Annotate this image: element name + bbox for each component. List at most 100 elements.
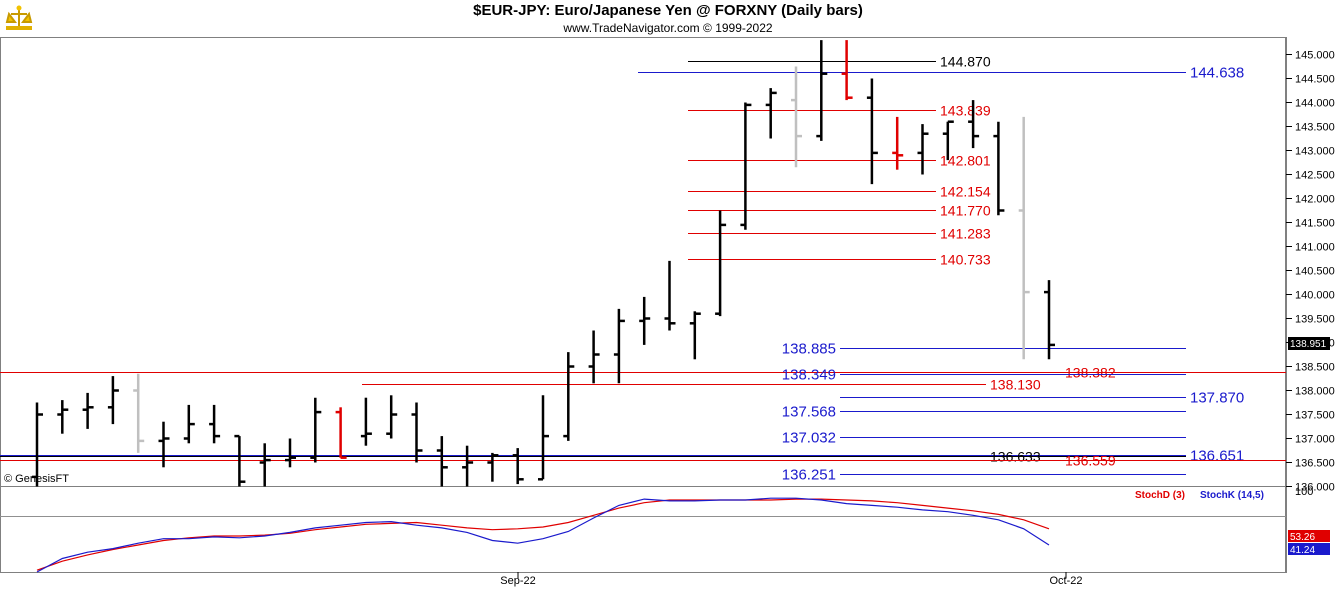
level-label-4: 142.154 <box>940 184 991 200</box>
price-bar-21 <box>563 352 575 441</box>
stoch-d-last-box <box>1288 530 1330 542</box>
price-bar-5 <box>158 421 170 468</box>
price-bar-6 <box>183 404 195 444</box>
y-tick-label-11: 139.500 <box>1295 314 1335 326</box>
y-tick-label-9: 140.500 <box>1295 266 1335 278</box>
last-price-box <box>1288 337 1330 350</box>
y-tick-label-18: 136.000 <box>1295 482 1335 494</box>
price-bar-18 <box>487 452 499 482</box>
stoch-series-0 <box>36 498 1050 571</box>
price-bar-11 <box>310 397 322 463</box>
level-label-13: 137.568 <box>782 404 836 421</box>
y-tick-label-6: 142.000 <box>1295 194 1335 206</box>
price-bar-35 <box>917 124 929 175</box>
price-bar-38 <box>993 121 1005 216</box>
price-bar-10 <box>285 438 296 468</box>
price-bar-22 <box>588 330 600 384</box>
level-label-8: 138.885 <box>782 341 836 358</box>
price-bar-23 <box>613 308 625 384</box>
copyright-label: © GenesisFT <box>4 473 69 485</box>
level-label-15: 136.651 <box>1190 448 1244 465</box>
price-bar-1 <box>57 400 69 434</box>
level-label-17: 136.559 <box>1065 453 1116 469</box>
price-bar-39 <box>1018 116 1030 360</box>
price-bar-9 <box>259 443 271 487</box>
price-bars <box>32 40 1055 487</box>
price-bar-33 <box>866 78 878 185</box>
level-label-9: 138.382 <box>1065 365 1116 381</box>
price-bar-7 <box>209 404 221 444</box>
x-tick-label-1: Oct-22 <box>1049 575 1082 587</box>
level-label-11: 138.130 <box>990 377 1041 393</box>
price-bar-25 <box>664 260 676 331</box>
price-bar-12 <box>335 407 347 459</box>
y-tick-label-17: 136.500 <box>1295 458 1335 470</box>
price-bar-37 <box>968 100 980 149</box>
price-bar-4 <box>133 373 145 453</box>
stoch-k-last-box <box>1288 543 1330 555</box>
price-bar-31 <box>816 40 828 141</box>
y-tick-label-16: 137.000 <box>1295 434 1335 446</box>
price-bar-15 <box>411 402 423 463</box>
stoch-axis-100: 100 <box>1295 486 1313 498</box>
price-bar-34 <box>892 116 904 170</box>
price-bar-0 <box>32 402 43 487</box>
level-label-5: 141.770 <box>940 203 991 219</box>
price-bar-29 <box>765 88 777 139</box>
level-label-7: 140.733 <box>940 252 991 268</box>
price-bar-36 <box>942 120 954 161</box>
level-label-14: 137.032 <box>782 430 836 447</box>
y-tick-label-1: 144.500 <box>1295 74 1335 86</box>
y-tick-label-8: 141.000 <box>1295 242 1335 254</box>
level-label-10: 138.349 <box>782 367 836 384</box>
y-tick-label-14: 138.000 <box>1295 386 1335 398</box>
price-bar-24 <box>639 296 651 345</box>
y-tick-label-0: 145.000 <box>1295 50 1335 62</box>
level-lines: 144.870 144.638 143.839 142.801 142.154 141.7… <box>0 54 1286 484</box>
level-label-0: 144.870 <box>940 54 991 70</box>
x-tick-label-0: Sep-22 <box>500 575 535 587</box>
genesis-logo-icon <box>5 5 33 30</box>
price-bar-3 <box>107 376 119 425</box>
price-bar-13 <box>360 397 372 446</box>
stoch-k-last-value: 41.24 <box>1290 545 1315 556</box>
price-bar-28 <box>740 102 752 230</box>
y-tick-label-15: 137.500 <box>1295 410 1335 422</box>
y-tick-label-5: 142.500 <box>1295 170 1335 182</box>
price-bar-2 <box>82 392 94 429</box>
price-bar-27 <box>715 210 727 317</box>
level-label-18: 136.251 <box>782 467 836 484</box>
y-tick-label-7: 141.500 <box>1295 218 1335 230</box>
level-label-1: 144.638 <box>1190 65 1244 82</box>
level-label-16: 136.633 <box>990 449 1041 465</box>
level-label-2: 143.839 <box>940 103 991 119</box>
price-axis: 145.000 144.500 144.000 143.500 143.000 142.5… <box>1286 50 1335 494</box>
level-label-12: 137.870 <box>1190 390 1244 407</box>
y-tick-label-10: 140.000 <box>1295 290 1335 302</box>
price-bar-16 <box>436 436 448 487</box>
stoch-k-legend: StochK (14,5) <box>1200 490 1264 501</box>
y-tick-label-3: 143.500 <box>1295 122 1335 134</box>
price-panel-frame <box>0 37 1286 487</box>
price-bar-8 <box>234 434 246 487</box>
chart-title: $EUR-JPY: Euro/Japanese Yen @ FORXNY (Da… <box>473 2 863 19</box>
price-bar-26 <box>689 311 701 360</box>
level-label-6: 141.283 <box>940 226 991 242</box>
price-bar-20 <box>538 395 549 481</box>
y-tick-label-13: 138.500 <box>1295 362 1335 374</box>
price-bar-14 <box>386 395 398 439</box>
stoch-d-legend: StochD (3) <box>1135 490 1185 501</box>
price-bar-40 <box>1044 280 1055 360</box>
stoch-series-1 <box>36 497 1050 573</box>
price-bar-32 <box>841 40 853 101</box>
time-axis: Sep-22 Oct-22 <box>500 572 1083 587</box>
y-tick-label-2: 144.000 <box>1295 98 1335 110</box>
y-tick-label-4: 143.000 <box>1295 146 1335 158</box>
stoch-d-last-value: 53.26 <box>1290 532 1315 543</box>
price-bar-17 <box>462 445 474 487</box>
level-label-3: 142.801 <box>940 153 991 169</box>
price-bar-30 <box>791 66 802 168</box>
stochastic-lines <box>36 497 1050 573</box>
last-price-label: 138.951 <box>1290 339 1327 350</box>
